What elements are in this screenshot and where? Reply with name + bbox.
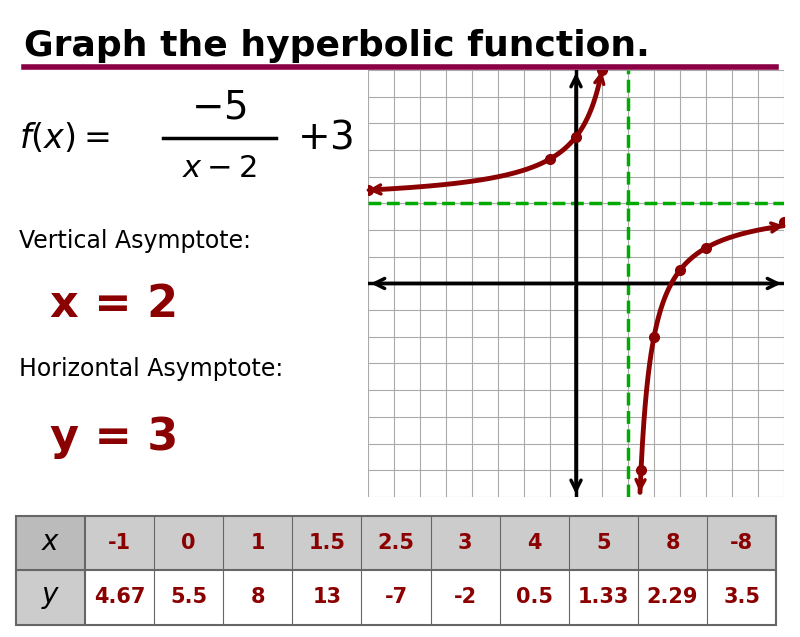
Text: 1.33: 1.33 <box>578 587 629 607</box>
Text: 5.5: 5.5 <box>170 587 207 607</box>
Bar <box>16 516 776 570</box>
Text: Vertical Asymptote:: Vertical Asymptote: <box>18 229 250 253</box>
Text: 4: 4 <box>527 533 542 553</box>
Text: 8: 8 <box>250 587 265 607</box>
Bar <box>16 516 776 624</box>
Text: 8: 8 <box>666 533 680 553</box>
Text: Horizontal Asymptote:: Horizontal Asymptote: <box>18 357 283 381</box>
Text: $x - 2$: $x - 2$ <box>182 153 257 183</box>
Text: 3.5: 3.5 <box>723 587 760 607</box>
Text: Graph the hyperbolic function.: Graph the hyperbolic function. <box>24 29 650 62</box>
Text: $f(x) =$: $f(x) =$ <box>18 122 109 155</box>
Text: $+ 3$: $+ 3$ <box>297 120 353 157</box>
Text: 0.5: 0.5 <box>516 587 553 607</box>
Text: $x$: $x$ <box>41 529 60 556</box>
Bar <box>16 516 85 570</box>
Text: $-5$: $-5$ <box>191 90 247 127</box>
Text: 2.29: 2.29 <box>646 587 698 607</box>
Text: 0: 0 <box>182 533 196 553</box>
Text: 1.5: 1.5 <box>308 533 346 553</box>
Bar <box>16 570 85 624</box>
Text: -8: -8 <box>730 533 754 553</box>
Text: 3: 3 <box>458 533 472 553</box>
Text: 13: 13 <box>312 587 342 607</box>
Text: 4.67: 4.67 <box>94 587 145 607</box>
Text: x = 2: x = 2 <box>50 283 178 326</box>
Text: -1: -1 <box>108 533 131 553</box>
Text: -2: -2 <box>454 587 477 607</box>
Text: 2.5: 2.5 <box>378 533 414 553</box>
Text: -7: -7 <box>385 587 407 607</box>
Text: 1: 1 <box>250 533 265 553</box>
Text: y = 3: y = 3 <box>50 415 178 459</box>
Text: $y$: $y$ <box>41 584 60 611</box>
Text: 5: 5 <box>596 533 610 553</box>
